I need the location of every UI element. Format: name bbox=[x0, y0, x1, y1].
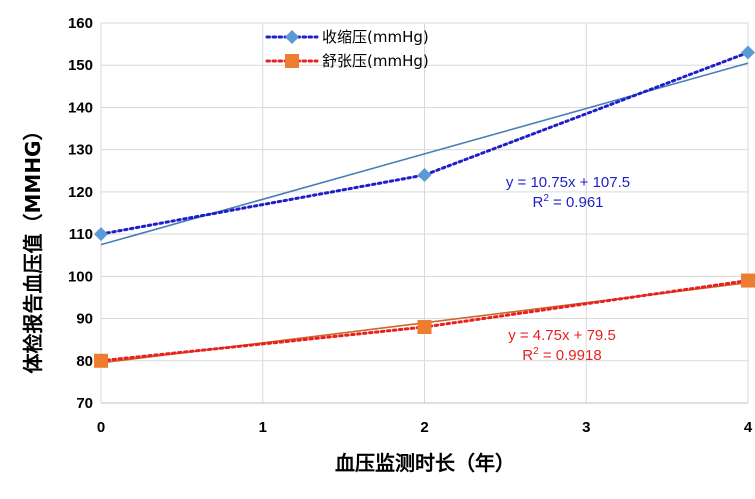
x-axis-ticks: 0 1 2 3 4 bbox=[97, 419, 753, 436]
y-tick-label: 110 bbox=[69, 226, 93, 243]
data-markers bbox=[94, 45, 755, 368]
y-axis-ticks: 70 80 90 100 110 120 130 140 150 160 bbox=[68, 15, 93, 412]
r-squared-label: R2 = 0.9918 bbox=[522, 346, 601, 364]
y-tick-label: 130 bbox=[68, 142, 93, 159]
r-squared-label: R2 = 0.961 bbox=[532, 193, 603, 211]
grid-lines bbox=[100, 22, 749, 404]
y-tick-label: 80 bbox=[76, 353, 93, 370]
y-tick-label: 140 bbox=[68, 99, 93, 116]
y-tick-label: 160 bbox=[68, 15, 93, 32]
data-point bbox=[741, 273, 755, 288]
legend-label: 舒张压(mmHg) bbox=[322, 52, 429, 70]
x-tick-label: 2 bbox=[420, 419, 428, 436]
x-tick-label: 4 bbox=[744, 419, 753, 436]
y-tick-label: 150 bbox=[68, 57, 93, 74]
y-tick-label: 120 bbox=[68, 184, 93, 201]
trendline-equation: y = 4.75x + 79.5 bbox=[508, 327, 616, 344]
x-axis-title: 血压监测时长（年） bbox=[335, 451, 515, 475]
y-axis-title: 体检报告血压值（MMHG） bbox=[21, 121, 45, 374]
legend-marker bbox=[285, 30, 299, 44]
trendline-equations: y = 10.75x + 107.5 R2 = 0.961 y = 4.75x + … bbox=[506, 174, 630, 364]
data-point bbox=[94, 227, 108, 242]
y-tick-label: 70 bbox=[76, 395, 93, 412]
data-point bbox=[741, 45, 755, 60]
legend-label: 收缩压(mmHg) bbox=[322, 28, 429, 46]
trendline-equation: y = 10.75x + 107.5 bbox=[506, 174, 630, 191]
y-tick-label: 90 bbox=[76, 311, 93, 328]
y-tick-label: 100 bbox=[68, 268, 93, 285]
legend: 收缩压(mmHg) 舒张压(mmHg) bbox=[265, 28, 429, 70]
x-tick-label: 1 bbox=[259, 419, 267, 436]
data-point bbox=[417, 320, 432, 334]
x-tick-label: 3 bbox=[582, 419, 590, 436]
x-tick-label: 0 bbox=[97, 419, 105, 436]
data-point bbox=[417, 168, 432, 182]
data-point bbox=[94, 353, 108, 368]
legend-marker bbox=[285, 54, 299, 68]
